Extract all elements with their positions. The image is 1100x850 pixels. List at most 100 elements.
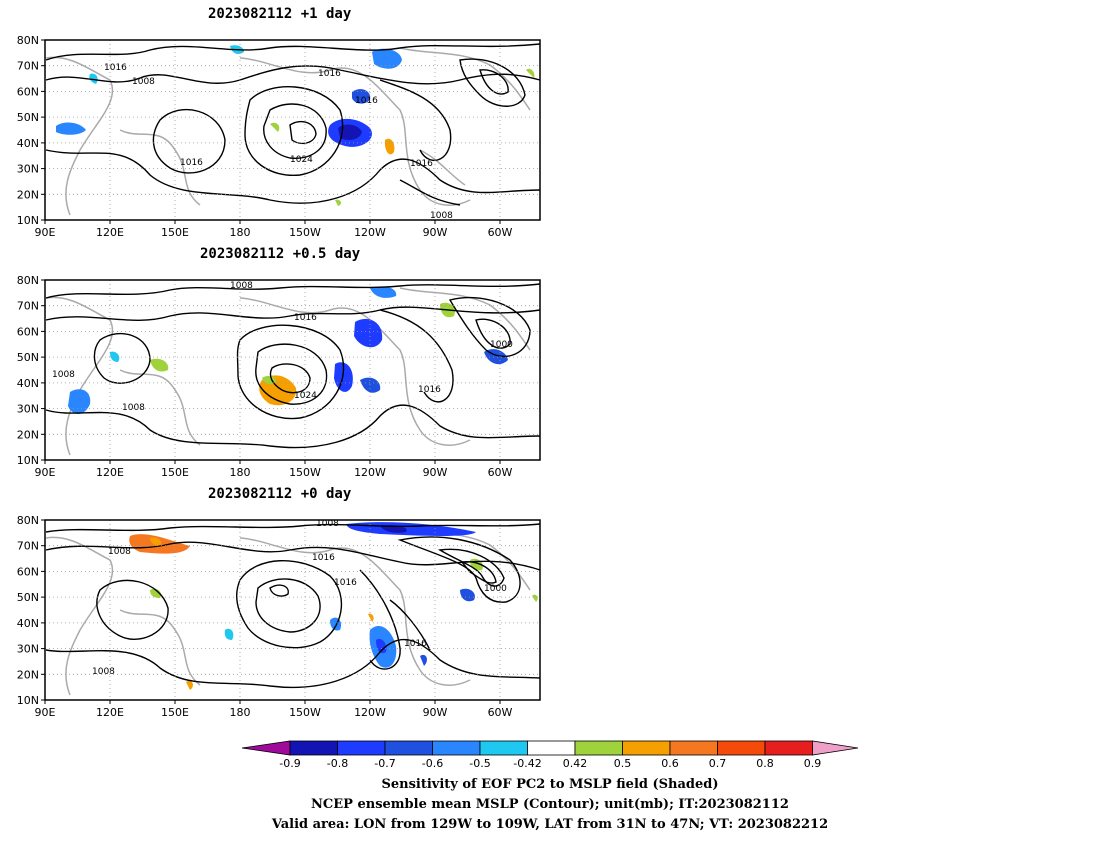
contour-label: 1016 bbox=[180, 158, 203, 168]
y-tick-label: 50N bbox=[17, 591, 39, 604]
mslp-contours bbox=[45, 43, 541, 206]
x-tick-label: 120W bbox=[354, 706, 386, 719]
y-tick-label: 30N bbox=[17, 163, 39, 176]
x-tick-label: 150W bbox=[289, 226, 321, 239]
y-tick-label: 80N bbox=[17, 34, 39, 47]
y-tick-label: 40N bbox=[17, 137, 39, 150]
contour-label: 1008 bbox=[430, 211, 453, 221]
colorbar-low-arrow bbox=[241, 740, 291, 756]
contour-label: 1016 bbox=[294, 313, 317, 323]
y-tick-label: 70N bbox=[17, 60, 39, 73]
contour-label: 1016 bbox=[104, 63, 127, 73]
contour-label: 1016 bbox=[410, 159, 433, 169]
colorbar-tick-label: 0.7 bbox=[709, 757, 727, 770]
colorbar-tick-label: 0.42 bbox=[563, 757, 588, 770]
colorbar-group: -0.9 -0.8 -0.7 -0.6 -0.5 -0.42 0.42 0.5 0.6 0.7 0.… bbox=[241, 740, 859, 770]
colorbar-tick-label: -0.7 bbox=[374, 757, 395, 770]
colorbar-swatch bbox=[669, 740, 718, 756]
colorbar-tick-label: -0.9 bbox=[279, 757, 300, 770]
y-tick-label: 20N bbox=[17, 668, 39, 681]
map-content: 1008 1016 1000 1008 1008 1024 1016 bbox=[45, 281, 541, 456]
x-tick-label: 60W bbox=[488, 226, 513, 239]
contour-label: 1000 bbox=[490, 340, 513, 350]
x-tick-label: 150W bbox=[289, 466, 321, 479]
contour-labels: 1008 1008 1016 1016 1000 1016 1008 bbox=[92, 519, 507, 677]
y-tick-label: 40N bbox=[17, 377, 39, 390]
colorbar-tick-label: -0.8 bbox=[327, 757, 348, 770]
x-tick-label: 180 bbox=[230, 706, 251, 719]
sensitivity-shading bbox=[68, 286, 508, 414]
y-tick-label: 10N bbox=[17, 694, 39, 707]
y-tick-label: 10N bbox=[17, 454, 39, 467]
contour-label: 1008 bbox=[230, 281, 253, 291]
colorbar-tick-label: -0.42 bbox=[513, 757, 541, 770]
contour-label: 1000 bbox=[484, 584, 507, 594]
contour-label: 1016 bbox=[318, 69, 341, 79]
x-tick-label: 120E bbox=[96, 706, 124, 719]
caption-line-2: NCEP ensemble mean MSLP (Contour); unit(… bbox=[311, 797, 789, 812]
y-tick-label: 20N bbox=[17, 188, 39, 201]
colorbar-swatch bbox=[289, 740, 338, 756]
y-tick-label: 60N bbox=[17, 565, 39, 578]
map-panel-2: 2023082112 +0.5 day bbox=[0, 240, 560, 480]
y-tick-label: 50N bbox=[17, 351, 39, 364]
x-tick-label: 120E bbox=[96, 226, 124, 239]
caption-line-1: Sensitivity of EOF PC2 to MSLP field (Sh… bbox=[381, 777, 719, 792]
contour-labels: 1016 1008 1016 1016 1016 1024 1016 1008 bbox=[104, 63, 453, 221]
panel-title: 2023082112 +0 day bbox=[208, 486, 352, 502]
contour-label: 1016 bbox=[355, 96, 378, 106]
x-tick-label: 90W bbox=[423, 226, 448, 239]
x-tick-label: 120E bbox=[96, 466, 124, 479]
y-tick-label: 30N bbox=[17, 403, 39, 416]
x-tick-label: 90E bbox=[35, 226, 56, 239]
contour-label: 1016 bbox=[418, 385, 441, 395]
y-tick-label: 80N bbox=[17, 514, 39, 527]
y-tick-label: 70N bbox=[17, 300, 39, 313]
map-panel-3: 2023082112 +0 day bbox=[0, 480, 560, 720]
mslp-contours bbox=[45, 283, 541, 449]
colorbar-swatch bbox=[527, 740, 576, 756]
colorbar-swatch bbox=[717, 740, 766, 756]
contour-label: 1024 bbox=[294, 391, 317, 401]
colorbar-swatch bbox=[384, 740, 433, 756]
colorbar-swatch bbox=[479, 740, 528, 756]
contour-label: 1008 bbox=[108, 547, 131, 557]
x-tick-label: 150E bbox=[161, 466, 189, 479]
contour-label: 1024 bbox=[290, 155, 313, 165]
x-tick-label: 150E bbox=[161, 226, 189, 239]
colorbar-high-arrow bbox=[812, 740, 859, 756]
contour-label: 1008 bbox=[316, 519, 339, 529]
map-content: 1016 1008 1016 1016 1016 1024 1016 1008 bbox=[45, 43, 541, 221]
contour-label: 1016 bbox=[404, 639, 427, 649]
map-content: 1008 1008 1016 1016 1000 1016 1008 bbox=[45, 519, 541, 696]
colorbar-tick-label: 0.8 bbox=[756, 757, 774, 770]
contour-labels: 1008 1016 1000 1008 1008 1024 1016 bbox=[52, 281, 513, 413]
coastlines bbox=[45, 47, 531, 216]
colorbar-swatch bbox=[337, 740, 386, 756]
y-tick-label: 10N bbox=[17, 214, 39, 227]
panel-title: 2023082112 +0.5 day bbox=[200, 246, 361, 262]
contour-label: 1016 bbox=[312, 553, 335, 563]
contour-label: 1008 bbox=[132, 77, 155, 87]
map-border bbox=[44, 519, 541, 701]
mslp-contours bbox=[45, 523, 541, 689]
panel-title: 2023082112 +1 day bbox=[208, 6, 352, 22]
y-tick-label: 30N bbox=[17, 643, 39, 656]
colorbar-tick-label: 0.9 bbox=[804, 757, 822, 770]
colorbar-tick-label: 0.5 bbox=[614, 757, 632, 770]
x-tick-label: 120W bbox=[354, 466, 386, 479]
map-border bbox=[44, 279, 541, 461]
x-tick-label: 120W bbox=[354, 226, 386, 239]
x-tick-label: 60W bbox=[488, 466, 513, 479]
contour-label: 1008 bbox=[122, 403, 145, 413]
x-tick-label: 90E bbox=[35, 466, 56, 479]
colorbar-swatch bbox=[764, 740, 813, 756]
colorbar-tick-label: -0.5 bbox=[469, 757, 490, 770]
y-tick-label: 70N bbox=[17, 540, 39, 553]
contour-label: 1008 bbox=[92, 667, 115, 677]
colorbar-swatch bbox=[574, 740, 623, 756]
map-svg: 1008 1008 1016 1016 1000 1016 1008 80N 70… bbox=[17, 514, 541, 719]
x-tick-label: 90W bbox=[423, 706, 448, 719]
